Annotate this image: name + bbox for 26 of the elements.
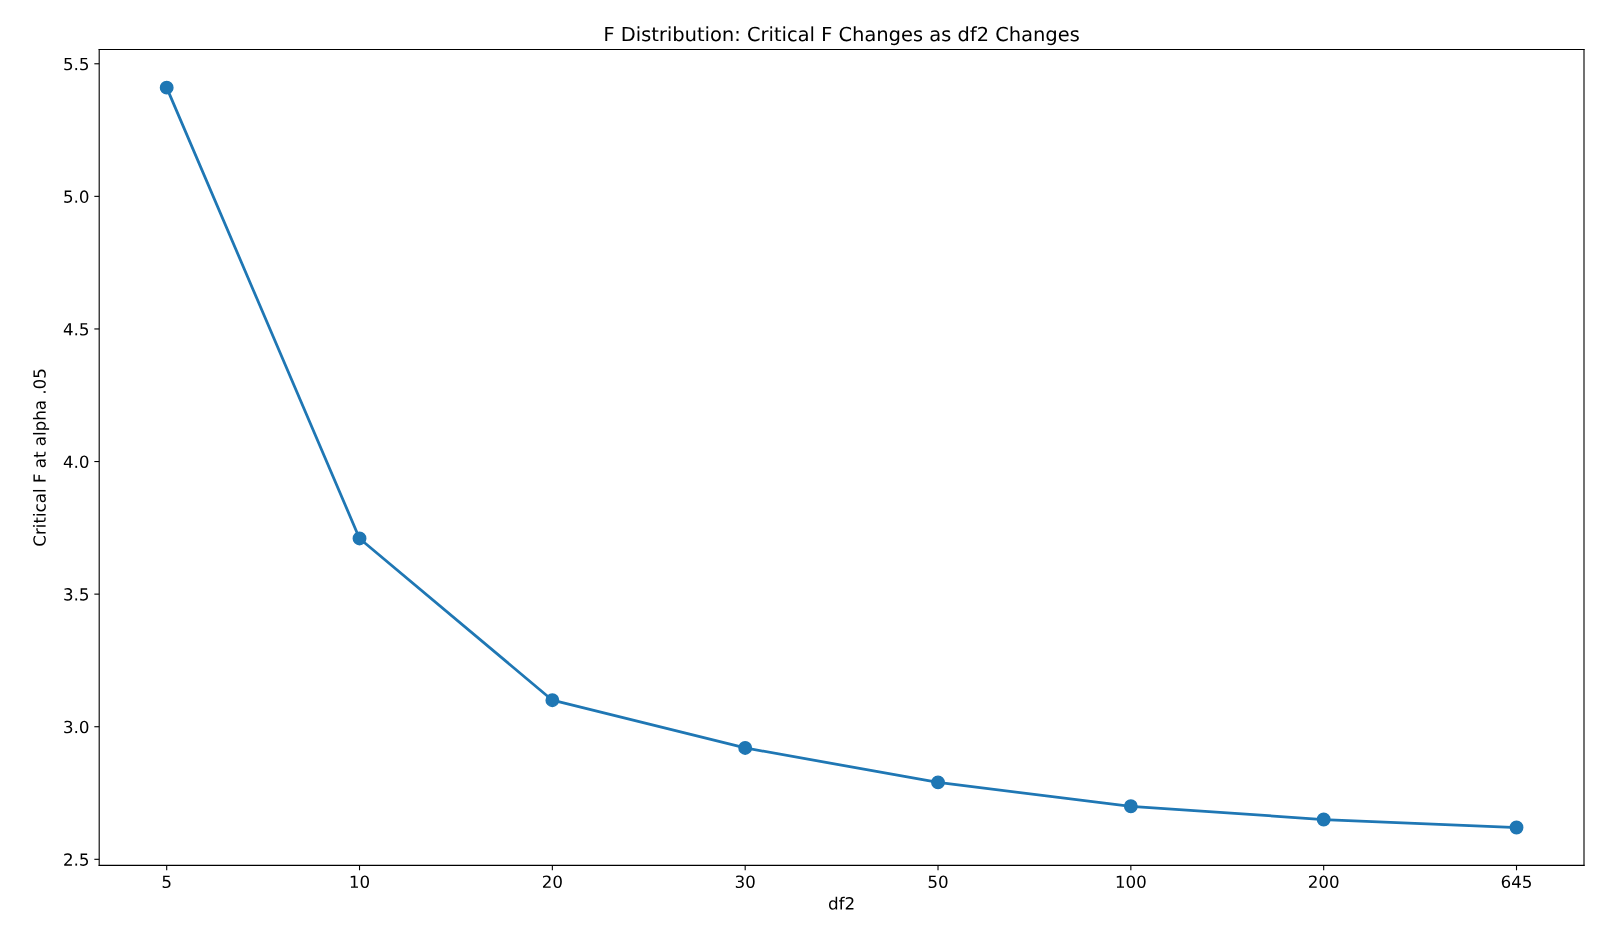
point <box>159 80 174 95</box>
y-tick-label: 2.5 <box>64 853 89 866</box>
x-tick-label: 30 <box>735 875 755 889</box>
point <box>1316 812 1331 827</box>
point <box>1123 799 1138 814</box>
y-tick-label: 5.0 <box>64 190 89 203</box>
x-tick-label: 10 <box>350 875 370 889</box>
x-tick-label: 50 <box>928 875 948 889</box>
point <box>545 693 560 708</box>
x-tick-label: 5 <box>162 875 171 889</box>
point <box>1509 820 1524 835</box>
x-tick-label: 20 <box>542 875 562 889</box>
y-tick-label: 5.5 <box>64 57 89 71</box>
x-tick-label: 645 <box>1501 875 1531 889</box>
chart-title: F Distribution: Critical F Changes as df2 Changes <box>605 26 1079 46</box>
x-tick-label: 200 <box>1308 875 1339 889</box>
x-tick-label: 100 <box>1116 875 1146 889</box>
x-axis-title: df2 <box>828 896 854 910</box>
y-tick-label: 4.0 <box>63 455 89 469</box>
y-tick-label: 3.0 <box>64 720 89 734</box>
point <box>931 775 945 790</box>
point <box>738 740 753 755</box>
point <box>352 531 367 546</box>
y-tick-label: 3.5 <box>64 588 89 601</box>
y-tick-label: 4.5 <box>63 323 89 336</box>
y-axis-title: Critical F at alpha .05 <box>32 369 50 546</box>
